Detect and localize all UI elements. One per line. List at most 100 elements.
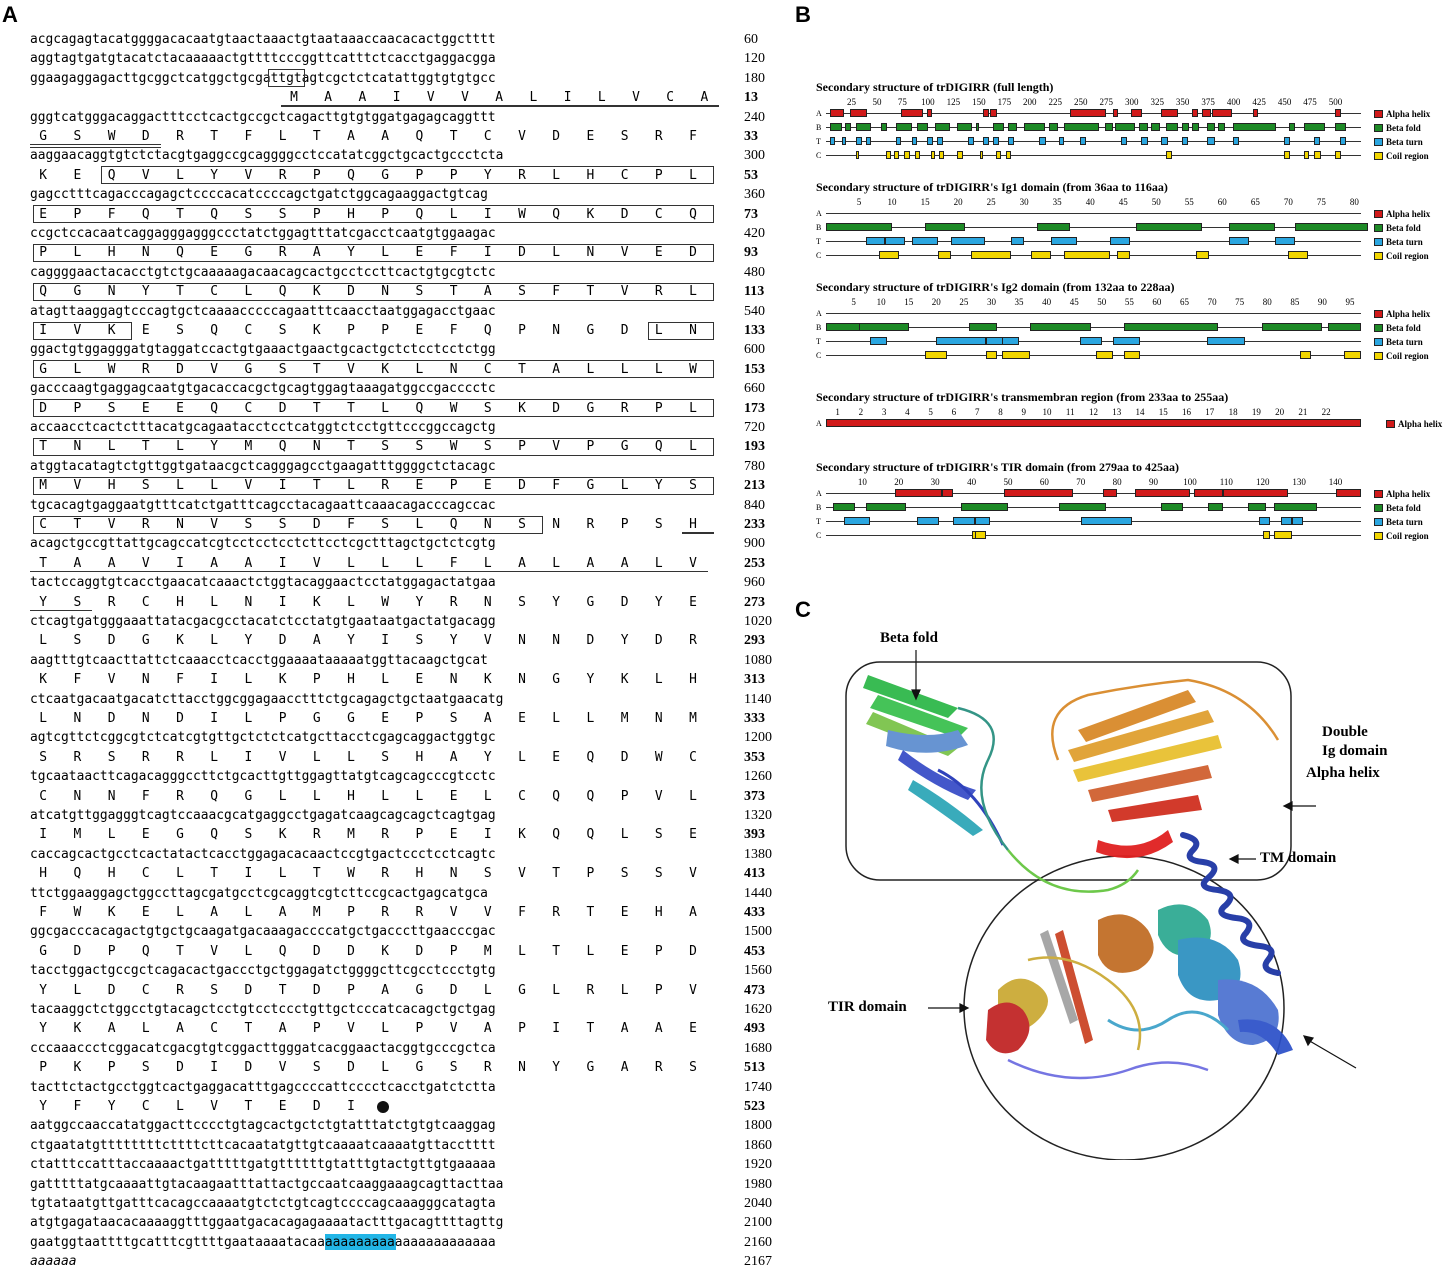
amino-acid: C	[141, 594, 150, 610]
amino-acid: F	[141, 788, 150, 804]
amino-acid: A	[107, 1021, 116, 1037]
amino-acid: A	[381, 129, 390, 144]
amino-acid: H	[654, 905, 663, 920]
amino-acid: V	[347, 361, 355, 377]
axis-tick-label: 10	[857, 477, 867, 487]
position-number: 720	[744, 420, 765, 435]
amino-acid: T	[244, 1021, 253, 1037]
amino-acid: L	[381, 245, 390, 261]
legend-item: Coil region	[1374, 251, 1429, 261]
axis-tick-label: 5	[856, 197, 862, 207]
axis-tick-label: 6	[951, 407, 957, 417]
structure-segment	[1334, 123, 1346, 131]
amino-acid: P	[415, 167, 424, 183]
amino-acid: S	[39, 749, 48, 765]
amino-acid: I	[381, 633, 390, 649]
ig-domain-box	[32, 399, 714, 418]
amino-acid: A	[324, 90, 333, 106]
structure-segment	[894, 151, 900, 159]
amino-acid: D	[176, 711, 184, 726]
amino-acid: T	[278, 982, 287, 998]
amino-acid: L	[586, 943, 595, 959]
structure-segment	[982, 109, 990, 117]
structure-segment	[1123, 351, 1141, 359]
structure-segment	[855, 151, 859, 159]
amino-acid: L	[244, 905, 253, 920]
amino-acid: T	[449, 284, 458, 300]
amino-acid: A	[278, 1021, 287, 1037]
amino-acid: I	[483, 827, 492, 843]
structure-segment	[1006, 151, 1012, 159]
structure-segment	[1166, 123, 1178, 131]
secondary-structure-title: Secondary structure of trDIGIRR's Ig1 do…	[816, 180, 1168, 194]
amino-acid: Q	[586, 749, 595, 765]
position-number: 293	[744, 633, 765, 649]
ig-domain-box	[32, 515, 543, 534]
amino-acid: Y	[244, 633, 253, 649]
axis-tick-label: 450	[1277, 97, 1292, 107]
amino-acid: V	[483, 633, 492, 649]
amino-acid: L	[689, 788, 697, 804]
structure-segment	[916, 123, 928, 131]
amino-acid: S	[620, 866, 629, 882]
nucleotide-row: tgtataatgttgatttcacagccaaaatgtctctgtcagt…	[30, 1196, 496, 1211]
structure-segment	[1288, 123, 1295, 131]
nucleotide-row: cccaaaccctcggacatcgacgtgtcggacttgggatcac…	[30, 1040, 496, 1056]
legend-item: Beta fold	[1374, 123, 1421, 133]
amino-acid: L	[39, 711, 48, 726]
legend-label: Alpha helix	[1386, 209, 1431, 219]
structure-row-label: T	[816, 517, 821, 526]
amino-acid: F	[689, 129, 697, 144]
axis-tick-label: 20	[953, 197, 963, 207]
amino-acid: P	[654, 982, 663, 998]
position-number: 420	[744, 226, 765, 241]
structure-segment	[1208, 503, 1223, 511]
amino-acid: W	[449, 400, 458, 416]
amino-acid: T	[552, 943, 561, 959]
amino-acid: V	[210, 943, 219, 959]
structure-segment	[911, 137, 917, 145]
amino-acid: G	[518, 982, 526, 998]
amino-acid: L	[483, 982, 492, 998]
amino-acid: R	[278, 167, 287, 183]
structure-segment	[1202, 109, 1212, 117]
legend-swatch	[1374, 338, 1383, 346]
legend-label: Alpha helix	[1386, 109, 1431, 119]
legend-item: Coil region	[1374, 151, 1429, 161]
nucleotide-row: tgcacagtgaggaatgtttcatctgatttcagcctacaga…	[30, 497, 496, 513]
amino-acid: V	[689, 555, 697, 571]
structure-segment	[953, 517, 976, 525]
amino-acid: Y	[39, 1099, 48, 1114]
amino-acid: E	[210, 245, 219, 261]
amino-acid: A	[347, 129, 355, 144]
structure-segment	[925, 223, 965, 231]
structure-segment	[942, 489, 954, 497]
structure-segment	[1140, 137, 1148, 145]
amino-acid: R	[381, 478, 390, 494]
amino-acid: P	[39, 1060, 48, 1076]
amino-acid: A	[483, 711, 492, 726]
amino-acid: S	[381, 517, 390, 532]
axis-tick-label: 175	[997, 97, 1012, 107]
legend-label: Alpha helix	[1386, 489, 1431, 499]
structure-segment	[1069, 109, 1107, 117]
amino-acid: A	[552, 361, 561, 377]
structure-segment	[1206, 337, 1246, 345]
structure-segment	[895, 489, 943, 497]
legend-item: Beta turn	[1374, 237, 1423, 247]
transmembrane-underline	[280, 105, 720, 107]
ig-domain-box	[101, 166, 714, 185]
amino-acid: D	[176, 361, 184, 377]
amino-acid: P	[415, 1021, 424, 1037]
amino-acid: A	[176, 1021, 184, 1037]
amino-acid: G	[39, 129, 48, 144]
amino-acid: Q	[689, 206, 697, 222]
amino-acid: Q	[654, 439, 663, 455]
amino-acid: P	[381, 206, 390, 222]
axis-tick-label: 35	[1052, 197, 1062, 207]
amino-acid: G	[586, 594, 595, 610]
